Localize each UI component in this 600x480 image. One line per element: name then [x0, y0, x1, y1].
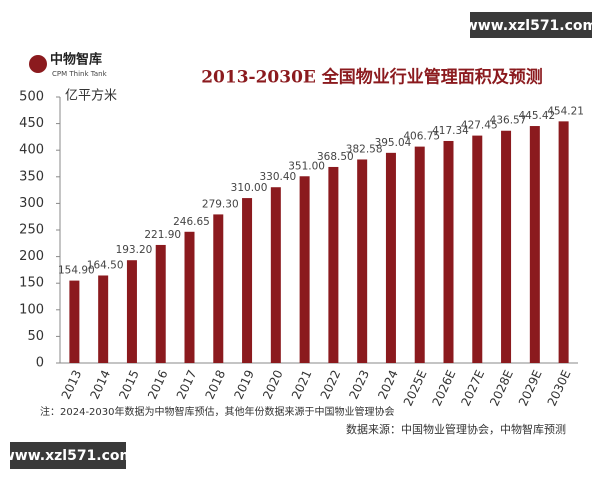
bar [443, 140, 454, 363]
y-tick-label: 50 [27, 329, 44, 344]
value-label: 454.21 [547, 105, 584, 117]
bar [155, 244, 166, 363]
watermark: www.xzl571.com [465, 18, 597, 34]
bar [357, 159, 368, 363]
y-tick-label: 450 [19, 116, 44, 131]
y-tick-label: 200 [19, 249, 44, 264]
bar [69, 280, 80, 363]
value-label: 193.20 [116, 244, 153, 256]
watermark: www.xzl571.com [2, 448, 134, 464]
value-label: 382.58 [346, 143, 383, 155]
bar [299, 176, 310, 363]
value-label: 154.90 [58, 265, 95, 277]
value-label: 417.34 [432, 125, 469, 137]
bar [98, 275, 109, 363]
value-label: 436.57 [490, 115, 527, 127]
value-label: 164.50 [87, 259, 124, 271]
value-label: 427.45 [461, 120, 498, 132]
value-label: 395.04 [375, 137, 412, 149]
value-label: 279.30 [202, 198, 239, 210]
bar [501, 130, 512, 363]
logo-icon [29, 55, 47, 73]
chart-title: 2013-2030E 全国物业行业管理面积及预测 [201, 67, 543, 88]
y-tick-label: 150 [19, 276, 44, 291]
logo-subtitle: CPM Think Tank [52, 70, 108, 78]
y-axis-label: 亿平方米 [65, 88, 117, 104]
y-tick-label: 300 [19, 196, 44, 211]
bar [184, 231, 195, 363]
bar [213, 214, 224, 363]
value-label: 330.40 [259, 171, 296, 183]
value-label: 406.75 [403, 131, 440, 143]
bar [529, 126, 540, 363]
bar [414, 146, 425, 363]
watermark-box [10, 442, 126, 469]
bar [472, 135, 483, 363]
value-label: 246.65 [173, 216, 210, 228]
y-tick-label: 250 [19, 223, 44, 238]
bar [385, 152, 396, 363]
y-tick-label: 350 [19, 169, 44, 184]
y-tick-label: 500 [19, 90, 44, 105]
value-label: 368.50 [317, 151, 354, 163]
note: 注：2024-2030年数据为中物智库预估，其他年份数据来源于中国物业管理协会 [40, 405, 395, 418]
logo: 中物智库 [50, 52, 102, 68]
y-tick-label: 100 [19, 302, 44, 317]
source: 数据来源：中国物业管理协会，中物智库预测 [346, 422, 566, 436]
watermark-box [470, 12, 592, 38]
bar [328, 166, 339, 363]
value-label: 445.42 [518, 110, 555, 122]
bar [242, 198, 253, 363]
bar [270, 187, 281, 363]
value-label: 351.00 [288, 160, 325, 172]
y-tick-label: 400 [19, 143, 44, 158]
y-tick-label: 0 [36, 356, 44, 371]
bar [558, 121, 569, 363]
value-label: 310.00 [231, 182, 268, 194]
value-label: 221.90 [144, 229, 181, 241]
bar [126, 260, 137, 363]
